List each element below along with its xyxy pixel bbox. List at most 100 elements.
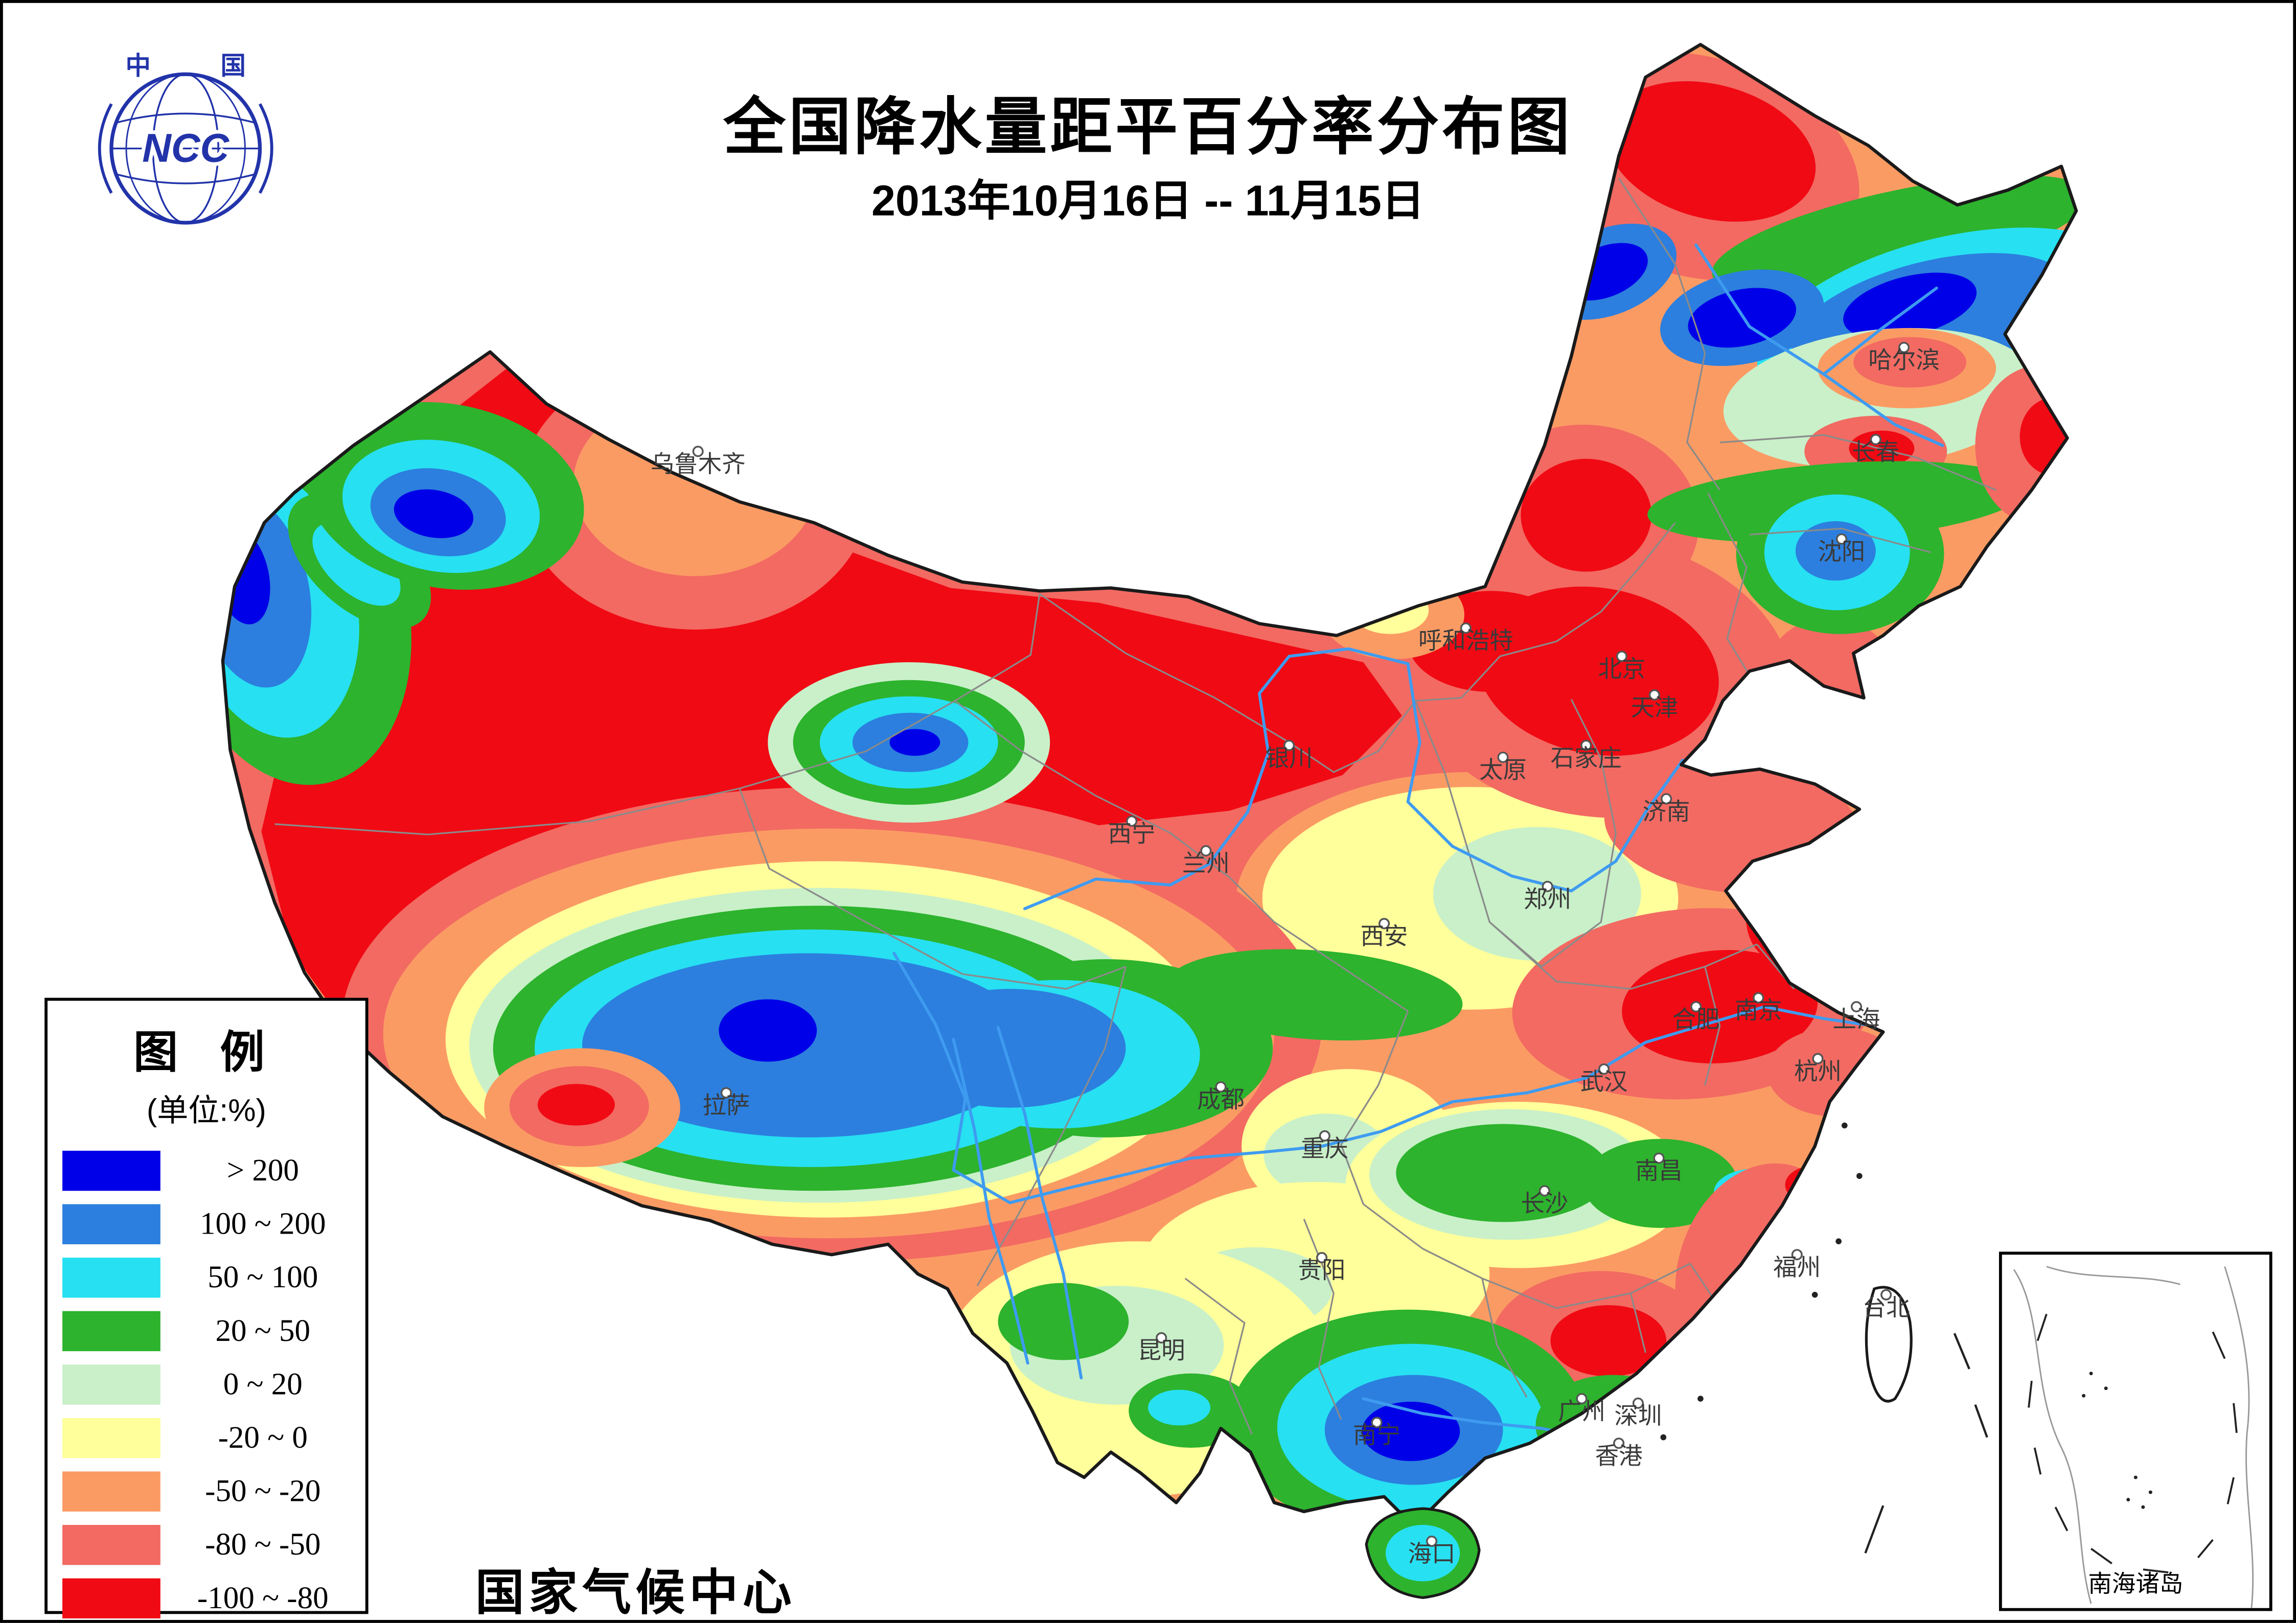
legend-label: -20 ~ 0 [218,1419,308,1455]
southwest-rivers [952,1026,1083,1380]
legend-item: -20 ~ 0 [48,1410,365,1464]
city-marker [1460,622,1472,634]
songhua-river [1694,243,1944,447]
logo-char-right: 国 [220,52,245,80]
city-marker [1613,1437,1625,1449]
source-label: 国家气候中心 [475,1565,796,1620]
city-label: 成都 [1197,1086,1245,1113]
city-marker [1319,1130,1330,1142]
city-marker [1156,1332,1167,1343]
date-range: 2013年10月16日 -- 11月15日 [871,178,1425,226]
inset-map [2013,1266,2254,1608]
city-marker [1791,1249,1803,1261]
legend-swatch [62,1150,160,1190]
yangtze-river [892,952,1876,1204]
city-marker [720,1087,732,1099]
legend-items: > 200 100 ~ 200 50 ~ 100 20 ~ 50 0 ~ 20 -20 ~… [48,1143,365,1623]
city-label: 南昌 [1635,1157,1683,1184]
city-label: 重庆 [1301,1135,1348,1162]
legend-item: 100 ~ 200 [48,1197,365,1250]
city-label: 乌鲁木齐 [651,451,746,477]
legend-swatch [62,1203,160,1244]
nine-dash-line [2028,1313,2238,1573]
logo-ncc-text: NCC [142,126,229,171]
city-label: 武汉 [1580,1069,1628,1095]
legend-swatch [62,1578,160,1618]
legend-swatch [62,1363,160,1404]
city-label: 兰州 [1182,850,1230,877]
city-marker [1542,880,1553,892]
taiwan-island [1865,1286,1913,1403]
city-label: 台北 [1863,1294,1910,1320]
city-marker [1576,1393,1588,1405]
inset-label: 南海诸岛 [2088,1572,2184,1598]
hainan-island [1365,1507,1481,1599]
map-color-regions [222,44,2077,1526]
city-marker [1653,1152,1665,1164]
legend-label: -100 ~ -80 [197,1579,329,1615]
city-marker [1880,1289,1892,1301]
coastal-islands [1660,1122,1988,1554]
city-label: 太原 [1479,757,1527,783]
city-label: 呼和浩特 [1418,628,1513,654]
city-marker [1648,689,1660,701]
city-label: 贵阳 [1298,1257,1346,1284]
city-marker [1200,845,1212,856]
legend-swatch [62,1417,160,1457]
city-marker [1835,533,1847,545]
legend-swatch [62,1310,160,1351]
legend-label: 20 ~ 50 [215,1312,311,1348]
city-marker [1497,751,1509,763]
city-marker [1898,341,1910,353]
legend-unit: (单位:%) [146,1094,266,1129]
city-marker [1870,434,1881,446]
city-marker [1316,1252,1328,1264]
page-title: 全国降水量距平百分率分布图 [723,92,1573,162]
city-label: 上海 [1833,1006,1880,1033]
province-borders [274,177,1996,1435]
city-marker [1126,815,1138,827]
city-label: 香港 [1595,1443,1643,1469]
city-label: 银川 [1266,745,1313,771]
legend: 图 例 (单位:%) > 200 100 ~ 200 50 ~ 100 20 ~ 50… [44,998,369,1618]
legend-label: > 200 [226,1151,299,1188]
city-marker [1850,1001,1863,1013]
city-marker [1426,1535,1438,1547]
city-label: 拉萨 [702,1092,750,1119]
china-outline [221,42,2078,1528]
city-label: 石家庄 [1550,745,1621,771]
legend-label: -50 ~ -20 [205,1472,321,1508]
city-label: 合肥 [1672,1006,1720,1033]
city-marker [1580,739,1592,751]
city-label: 沈阳 [1818,538,1865,565]
logo-char-left: 中 [126,52,151,80]
city-label: 长春 [1852,439,1899,466]
city-label: 郑州 [1524,886,1571,912]
city-label: 北京 [1598,656,1645,682]
city-label: 海口 [1408,1541,1456,1567]
legend-label: 100 ~ 200 [199,1204,326,1241]
city-marker [1753,992,1764,1004]
city-marker [692,446,704,457]
city-marker [1539,1185,1550,1197]
city-marker [1661,793,1672,805]
city-marker [1283,739,1295,751]
south-china-sea-inset: 南海诸岛 [1999,1251,2272,1611]
city-marker [1690,1001,1702,1013]
legend-item: -50 ~ -20 [48,1464,365,1518]
city-marker [1616,651,1627,662]
legend-item: > 200 [48,1143,365,1197]
city-marker [1632,1397,1644,1409]
city-label: 福州 [1773,1254,1821,1281]
legend-item: 50 ~ 100 [48,1250,365,1304]
city-label: 广州 [1558,1398,1605,1425]
city-label: 昆明 [1138,1337,1185,1364]
city-label: 天津 [1631,694,1678,721]
city-label: 长沙 [1521,1190,1568,1217]
legend-item: 0 ~ 20 [48,1357,365,1411]
city-marker [1378,918,1390,930]
city-label: 南宁 [1353,1422,1400,1448]
city-label: 西宁 [1108,820,1156,847]
